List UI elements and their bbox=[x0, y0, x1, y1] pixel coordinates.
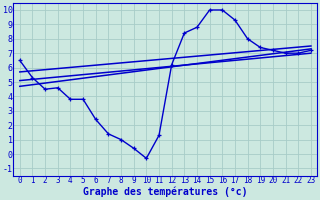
X-axis label: Graphe des températures (°c): Graphe des températures (°c) bbox=[83, 187, 248, 197]
